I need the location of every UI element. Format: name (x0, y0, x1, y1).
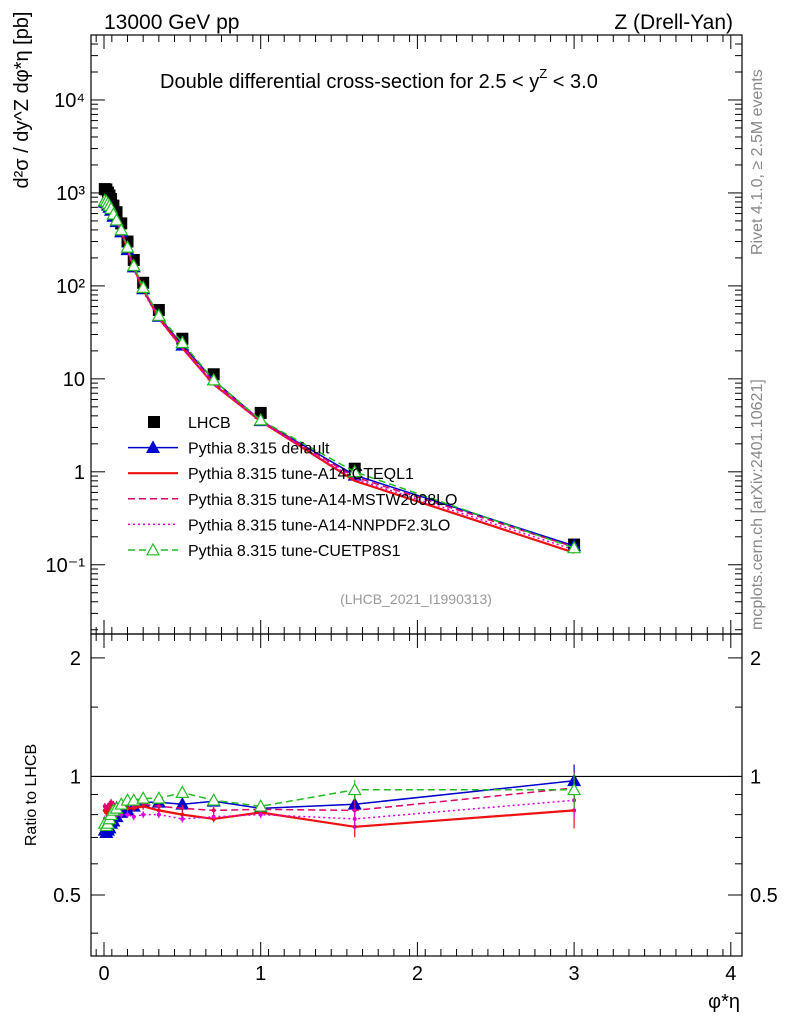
y-tick-label: 10² (56, 276, 85, 298)
y-axis-label: d²σ / dy^Z dφ*η [pb] (11, 12, 33, 189)
legend-label-cuetp8s1: Pythia 8.315 tune-CUETP8S1 (188, 543, 401, 560)
cuetp8s1-marker (567, 540, 582, 554)
x-tick-label: 0 (98, 963, 109, 985)
cuetp8s1-ratio-marker (126, 793, 141, 806)
y-tick-label: 10³ (56, 183, 85, 205)
ratio-tick-label-right: 0.5 (750, 885, 778, 907)
legend-marker-default (145, 440, 161, 453)
nnpdf-ratio-point (156, 812, 161, 817)
x-tick-label: 4 (725, 963, 736, 985)
rivet-version-label: Rivet 4.1.0, ≥ 2.5M events (749, 69, 766, 255)
cuetp8s1-marker (136, 280, 151, 293)
legend-label-mstw: Pythia 8.315 tune-A14-MSTW2008LO (188, 492, 457, 509)
nnpdf-ratio-point (258, 812, 263, 817)
process-label: Z (Drell-Yan) (614, 11, 733, 34)
cuetp8s1-ratio-marker (347, 782, 362, 796)
ratio-tick-label: 2 (70, 648, 81, 670)
cuetp8s1-marker (151, 308, 166, 321)
cuetp8s1-marker (114, 222, 129, 236)
legend-label-lhcb: LHCB (188, 415, 231, 432)
cuetp8s1-marker (126, 258, 141, 272)
ratio-tick-label-right: 2 (750, 648, 761, 670)
energy-label: 13000 GeV pp (104, 11, 239, 34)
nnpdf-ratio-point (125, 812, 130, 817)
chart-title: Double differential cross-section for 2.… (160, 66, 598, 93)
legend-marker-lhcb (148, 416, 160, 428)
y-tick-label: 10⁴ (54, 90, 85, 112)
nnpdf-ratio-point (131, 814, 136, 819)
y-tick-label: 1 (74, 462, 85, 484)
legend-label-default: Pythia 8.315 default (188, 441, 330, 458)
mstw-ratio-point (156, 804, 161, 809)
ratio-axis-label: Ratio to LHCB (23, 744, 40, 846)
cteql1-ratio-point (156, 808, 161, 813)
cuetp8s1-marker (120, 240, 135, 253)
analysis-id-label: (LHCB_2021_I1990313) (340, 591, 492, 607)
nnpdf-ratio-point (352, 816, 357, 821)
x-tick-label: 2 (412, 963, 423, 985)
cuetp8s1-ratio-marker (136, 791, 151, 804)
cteql1-ratio-point (180, 812, 185, 817)
cuetp8s1-ratio-marker (151, 791, 166, 804)
y-tick-label: 10⁻¹ (46, 555, 86, 577)
ratio-plot-frame (90, 633, 743, 957)
x-tick-label: 1 (255, 963, 266, 985)
cuetp8s1-marker (253, 412, 268, 426)
mstw-ratio-point (211, 808, 216, 813)
nnpdf-ratio-line (104, 799, 575, 823)
cuetp8s1-ratio-marker (253, 799, 268, 812)
x-axis-label: φ*η (708, 991, 740, 1013)
cuetp8s1-marker (109, 212, 124, 226)
nnpdf-ratio-point (180, 816, 185, 821)
ratio-tick-label-right: 1 (750, 766, 761, 788)
cuetp8s1-ratio-marker (175, 785, 190, 798)
nnpdf-ratio-point (141, 812, 146, 817)
x-tick-label: 3 (569, 963, 580, 985)
cuetp8s1-marker (175, 335, 190, 349)
cuetp8s1-marker (347, 464, 362, 478)
cuetp8s1-ratio-marker (206, 793, 221, 806)
ratio-tick-label: 1 (70, 766, 81, 788)
legend-label-cteql1: Pythia 8.315 tune-A14-CTEQL1 (188, 466, 414, 483)
mcplots-label: mcplots.cern.ch [arXiv:2401.10621] (749, 379, 766, 630)
cteql1-ratio-line (103, 804, 575, 828)
cuetp8s1-ratio-line (104, 789, 575, 827)
mstw-ratio-line (104, 787, 575, 812)
mstw-ratio-point (180, 806, 185, 811)
legend-label-nnpdf: Pythia 8.315 tune-A14-NNPDF2.3LO (188, 517, 450, 534)
y-tick-label: 10 (63, 369, 85, 391)
cuetp8s1-ratio-marker (567, 782, 582, 796)
cuetp8s1-marker (206, 372, 221, 386)
legend-marker-cuetp8s1 (145, 542, 161, 556)
ratio-tick-label: 0.5 (53, 885, 81, 907)
nnpdf-ratio-point (211, 814, 216, 819)
